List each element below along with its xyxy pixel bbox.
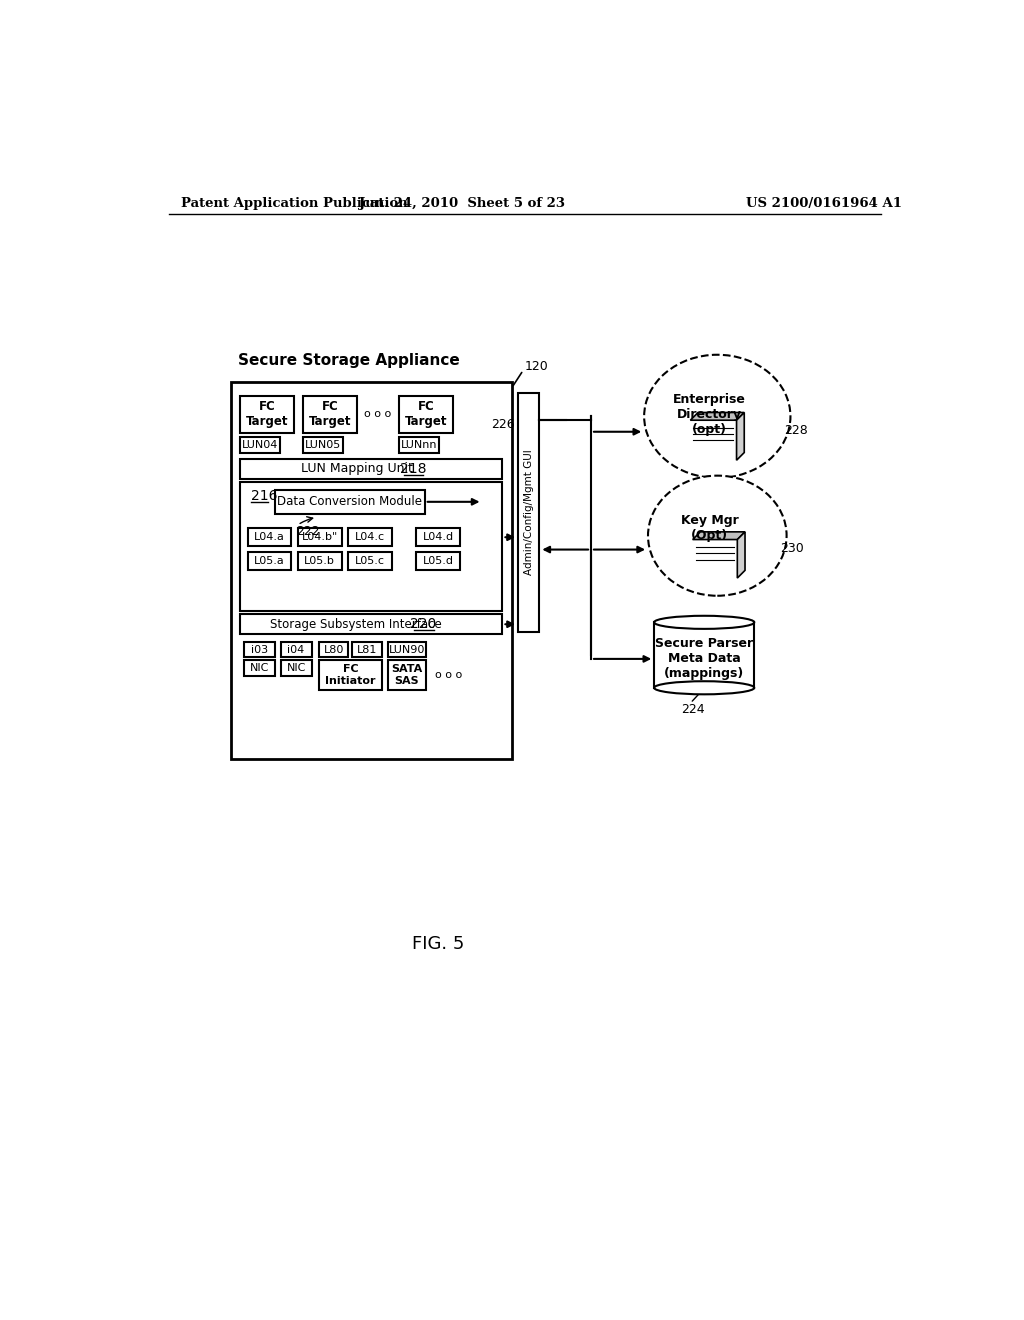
Bar <box>319 660 382 689</box>
Text: 220: 220 <box>411 618 436 631</box>
Polygon shape <box>690 412 744 420</box>
Text: Secure Storage Appliance: Secure Storage Appliance <box>239 352 460 368</box>
Text: 216: 216 <box>251 488 278 503</box>
Bar <box>248 528 292 546</box>
Text: 224: 224 <box>681 702 705 715</box>
Bar <box>416 552 460 570</box>
Text: Admin/Config/Mgmt GUI: Admin/Config/Mgmt GUI <box>523 450 534 576</box>
Text: LUN90: LUN90 <box>389 644 425 655</box>
Text: L04.b": L04.b" <box>301 532 338 543</box>
Bar <box>248 552 292 570</box>
Text: L80: L80 <box>324 644 344 655</box>
Bar <box>399 396 454 433</box>
Bar <box>240 482 503 611</box>
Bar <box>281 642 311 657</box>
Text: L05.d: L05.d <box>423 556 454 566</box>
Bar <box>690 420 736 461</box>
Text: Secure Parser
Meta Data
(mappings): Secure Parser Meta Data (mappings) <box>655 638 754 680</box>
Bar <box>230 381 512 759</box>
Text: FIG. 5: FIG. 5 <box>413 935 465 953</box>
Bar <box>348 552 391 570</box>
Text: L04.a: L04.a <box>254 532 285 543</box>
Bar <box>518 393 540 632</box>
Text: US 2100/0161964 A1: US 2100/0161964 A1 <box>745 197 901 210</box>
Text: i04: i04 <box>288 644 305 655</box>
Text: LUNnn: LUNnn <box>401 440 437 450</box>
Bar <box>298 528 342 546</box>
Text: 218: 218 <box>400 462 427 475</box>
Bar <box>352 642 382 657</box>
Text: 228: 228 <box>784 424 808 437</box>
Bar <box>240 396 294 433</box>
Bar <box>298 552 342 570</box>
Text: i03: i03 <box>251 644 267 655</box>
Text: L05.a: L05.a <box>254 556 285 566</box>
Bar <box>281 660 311 676</box>
Text: Key Mgr
(Opt): Key Mgr (Opt) <box>681 515 738 543</box>
Bar <box>348 528 391 546</box>
Bar <box>692 540 737 578</box>
Text: Data Conversion Module: Data Conversion Module <box>278 495 422 508</box>
Bar <box>303 437 343 453</box>
Ellipse shape <box>654 615 755 628</box>
Text: LUN05: LUN05 <box>305 440 341 450</box>
Text: L05.c: L05.c <box>354 556 385 566</box>
Text: Enterprise
Directory
(opt): Enterprise Directory (opt) <box>673 393 746 436</box>
Bar <box>274 490 425 515</box>
Text: NIC: NIC <box>287 663 306 673</box>
Ellipse shape <box>644 355 791 478</box>
Bar <box>240 459 503 479</box>
Text: L05.b: L05.b <box>304 556 335 566</box>
Text: L04.d: L04.d <box>423 532 454 543</box>
Bar <box>244 660 274 676</box>
Text: 120: 120 <box>524 360 549 372</box>
Ellipse shape <box>648 475 786 595</box>
Text: LUN04: LUN04 <box>242 440 279 450</box>
Text: 222: 222 <box>296 524 319 537</box>
Text: FC
Target: FC Target <box>309 400 351 428</box>
Polygon shape <box>736 412 744 461</box>
Bar <box>388 642 426 657</box>
Text: o o o: o o o <box>435 671 463 680</box>
Text: 226: 226 <box>492 417 515 430</box>
Text: FC
Target: FC Target <box>246 400 288 428</box>
Text: SATA
SAS: SATA SAS <box>391 664 423 686</box>
Text: L04.c: L04.c <box>354 532 385 543</box>
Bar <box>654 622 755 688</box>
Polygon shape <box>737 532 745 578</box>
Bar <box>416 528 460 546</box>
Text: Patent Application Publication: Patent Application Publication <box>180 197 408 210</box>
Ellipse shape <box>654 681 755 694</box>
Text: NIC: NIC <box>250 663 269 673</box>
Bar <box>399 437 439 453</box>
Bar <box>244 642 274 657</box>
Text: L81: L81 <box>356 644 377 655</box>
Text: 230: 230 <box>780 541 804 554</box>
Text: FC
Initiator: FC Initiator <box>326 664 376 686</box>
Bar <box>303 396 357 433</box>
Text: Jun. 24, 2010  Sheet 5 of 23: Jun. 24, 2010 Sheet 5 of 23 <box>358 197 564 210</box>
Text: Storage Subsystem Interface: Storage Subsystem Interface <box>270 618 441 631</box>
Bar <box>240 614 503 635</box>
Bar <box>240 437 280 453</box>
Bar <box>319 642 348 657</box>
Polygon shape <box>692 532 745 540</box>
Bar <box>388 660 426 689</box>
Text: o o o: o o o <box>365 409 391 418</box>
Text: LUN Mapping Unit: LUN Mapping Unit <box>301 462 414 475</box>
Text: FC
Target: FC Target <box>404 400 447 428</box>
